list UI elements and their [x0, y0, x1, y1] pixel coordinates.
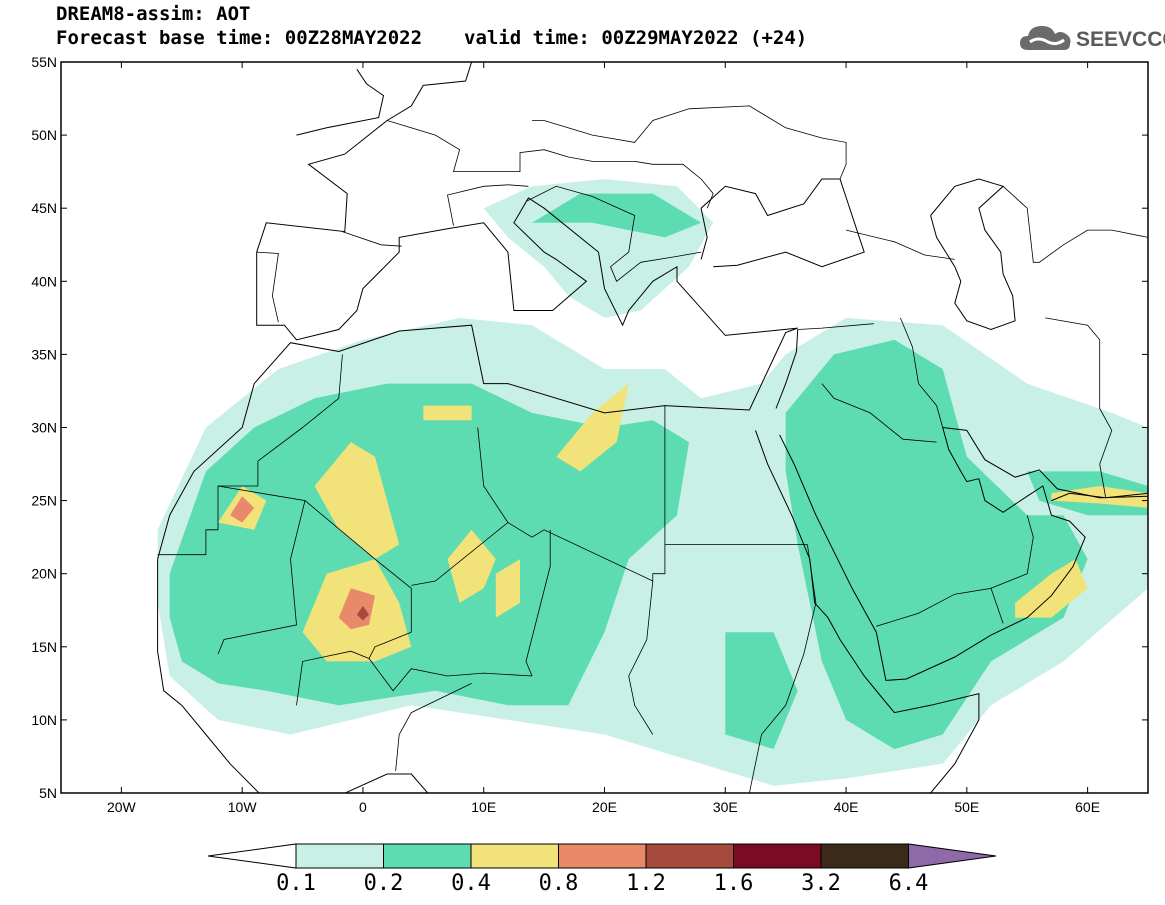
colorbar-label: 0.2: [364, 871, 404, 896]
lat-tick-label: 40N: [31, 273, 57, 289]
border-mauritania-mali: [217, 485, 306, 655]
lon-tick-label: 20E: [592, 799, 617, 815]
aot-region-18: [356, 605, 369, 621]
lat-tick-label: 35N: [31, 346, 57, 362]
title-line-2: Forecast base time: 00Z28MAY2022 valid ti…: [56, 28, 807, 48]
border-niger-chad: [525, 529, 551, 677]
coastline-caspian: [930, 178, 1016, 331]
logo-text: SEEVCCC: [1076, 28, 1165, 51]
colorbar-label: 0.8: [539, 871, 579, 896]
coastline-arabian-sea-iran: [1051, 492, 1148, 502]
coastline-west-africa-south: [157, 559, 429, 793]
border-algeria-mali: [304, 500, 412, 633]
colorbar: 0.1 0.2 0.4 0.8 1.2 1.6 3.2 6.4: [207, 843, 997, 896]
border-mali-niger: [296, 631, 412, 706]
lat-tick-label: 10N: [31, 712, 57, 728]
lon-axis: 20W 10W 0 10E 20E 30E 40E 50E 60E: [107, 62, 1100, 815]
border-spain-portugal: [256, 251, 279, 323]
colorbar-swatch: [558, 843, 647, 869]
lat-tick-label: 50N: [31, 127, 57, 143]
colorbar-label: 0.1: [276, 871, 316, 896]
border-libya-niger-chad: [531, 529, 666, 582]
colorbar-label: 6.4: [889, 871, 929, 896]
border-iran-iraq: [900, 317, 944, 428]
seevccc-logo: SEEVCCC: [1018, 20, 1165, 60]
aot-region-12: [556, 383, 629, 472]
coastline-black-sea: [700, 178, 865, 268]
colorbar-high-arrow: [908, 843, 997, 869]
border-caucasus: [846, 229, 955, 260]
lat-axis: 55N 50N 45N 40N 35N 30N 25N 20N 15N 10N 5N: [31, 54, 1148, 801]
aot-region-3: [785, 339, 1088, 750]
valid-time: valid time: 00Z29MAY2022 (+24): [464, 27, 808, 49]
coastline-arabia-coast: [779, 427, 1086, 681]
border-niger-nigeria: [368, 658, 533, 692]
colorbar-swatch: [295, 843, 384, 869]
border-turkey-syria: [797, 323, 874, 330]
border-saudi-oman: [990, 515, 1034, 589]
border-france-italy: [447, 184, 529, 226]
colorbar-swatch: [733, 843, 822, 869]
coastline-red-sea-west: [755, 430, 980, 793]
aot-region-4: [725, 632, 798, 750]
colorbar-swatch: [383, 843, 472, 869]
colorbar-swatch: [645, 843, 734, 869]
lat-tick-label: 15N: [31, 639, 57, 655]
aot-region-11: [495, 559, 520, 618]
border-france-spain: [342, 231, 402, 247]
lon-tick-label: 0: [359, 799, 367, 815]
border-algeria-libya: [477, 427, 509, 523]
border-nigeria: [395, 683, 472, 772]
border-europe-1: [386, 120, 714, 209]
lon-tick-label: 50E: [954, 799, 979, 815]
border-western-sahara: [157, 461, 259, 556]
lat-tick-label: 55N: [31, 54, 57, 70]
border-chad-sudan: [628, 580, 654, 735]
aot-region-13: [1015, 559, 1088, 618]
border-sudan-ethiopia: [749, 544, 817, 793]
title-line-1: DREAM8-assim: AOT: [56, 3, 251, 25]
lon-tick-label: 30E: [713, 799, 738, 815]
lon-tick-label: 40E: [834, 799, 859, 815]
border-kazakh: [1002, 186, 1148, 263]
colorbar-label: 3.2: [801, 871, 841, 896]
lon-tick-label: 20W: [107, 799, 137, 815]
lon-tick-label: 10W: [228, 799, 258, 815]
aot-region-2: [169, 383, 689, 706]
cloud-icon: [1020, 26, 1071, 50]
colorbar-label: 1.2: [626, 871, 666, 896]
lat-tick-label: 30N: [31, 420, 57, 436]
lon-tick-label: 60E: [1075, 799, 1100, 815]
colorbar-label: 1.6: [714, 871, 754, 896]
lon-tick-label: 10E: [471, 799, 496, 815]
base-time: Forecast base time: 00Z28MAY2022: [56, 27, 423, 49]
colorbar-label: 0.4: [451, 871, 491, 896]
border-yemen-saudi: [876, 587, 1004, 627]
lat-tick-label: 45N: [31, 200, 57, 216]
lat-tick-label: 20N: [31, 566, 57, 582]
aot-contour-layer: [157, 179, 1148, 786]
aot-region-8: [314, 442, 400, 560]
border-morocco-algeria: [257, 354, 343, 462]
geography-layer: [157, 62, 1148, 793]
coastline-levant: [775, 329, 799, 409]
colorbar-swatch: [820, 843, 909, 869]
aot-region-5: [532, 193, 702, 238]
border-saudi-iraq: [821, 383, 937, 443]
lat-tick-label: 5N: [39, 785, 57, 801]
aot-region-10: [447, 529, 496, 603]
aot-region-16: [230, 496, 255, 523]
border-europe-2: [532, 105, 847, 180]
border-algeria-niger: [411, 522, 533, 586]
colorbar-swatch: [470, 843, 559, 869]
border-iran-afghan: [1045, 317, 1113, 498]
coastline-uk: [296, 69, 385, 136]
border-balkans: [527, 185, 702, 282]
aot-region-15: [423, 405, 472, 421]
aot-region-17: [338, 588, 375, 630]
lat-tick-label: 25N: [31, 493, 57, 509]
coastline-west-africa-coast: [157, 62, 798, 560]
colorbar-low-arrow: [207, 843, 297, 869]
